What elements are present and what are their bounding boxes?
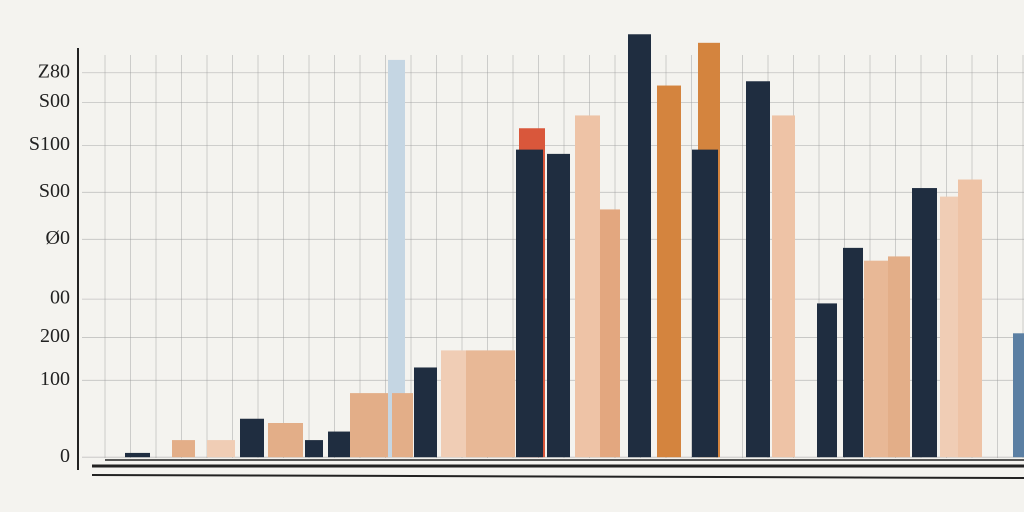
bar	[940, 196, 960, 458]
bar	[305, 440, 323, 458]
bar	[692, 149, 718, 458]
y-tick-label: Z80	[38, 60, 70, 82]
bar	[268, 423, 303, 458]
bar	[772, 115, 795, 458]
bar	[547, 153, 570, 458]
y-tick-label: S00	[39, 180, 70, 202]
bar	[600, 209, 620, 458]
y-tick-label: 0	[60, 445, 70, 467]
y-tick-label: Ø0	[46, 227, 70, 249]
bar	[388, 59, 405, 458]
bar	[958, 179, 982, 458]
bar	[575, 115, 600, 458]
bar	[657, 85, 681, 458]
bar	[817, 303, 837, 458]
bar	[1013, 333, 1024, 458]
bar	[240, 418, 264, 458]
bar	[864, 260, 888, 458]
y-tick-label: 100	[40, 368, 70, 390]
bar	[328, 431, 350, 458]
bar	[466, 350, 515, 458]
bar	[392, 393, 413, 458]
bar	[912, 188, 937, 458]
bars: Z80 S00 S100 S00 Ø0 00 200 100 0	[29, 34, 1024, 467]
bar	[843, 247, 863, 458]
bar	[888, 256, 910, 458]
bar	[172, 440, 195, 458]
bar	[207, 440, 235, 458]
baseline	[91, 474, 1024, 479]
y-tick-label: 00	[50, 287, 70, 309]
bar	[441, 350, 466, 458]
y-tick-label: 200	[40, 325, 70, 347]
bar	[414, 367, 437, 458]
bar	[125, 452, 150, 458]
bar	[516, 149, 543, 458]
bar	[350, 393, 390, 458]
bar	[746, 81, 770, 458]
y-tick-label: S00	[39, 90, 70, 112]
bar	[628, 34, 651, 458]
y-tick-label: S100	[29, 133, 70, 155]
